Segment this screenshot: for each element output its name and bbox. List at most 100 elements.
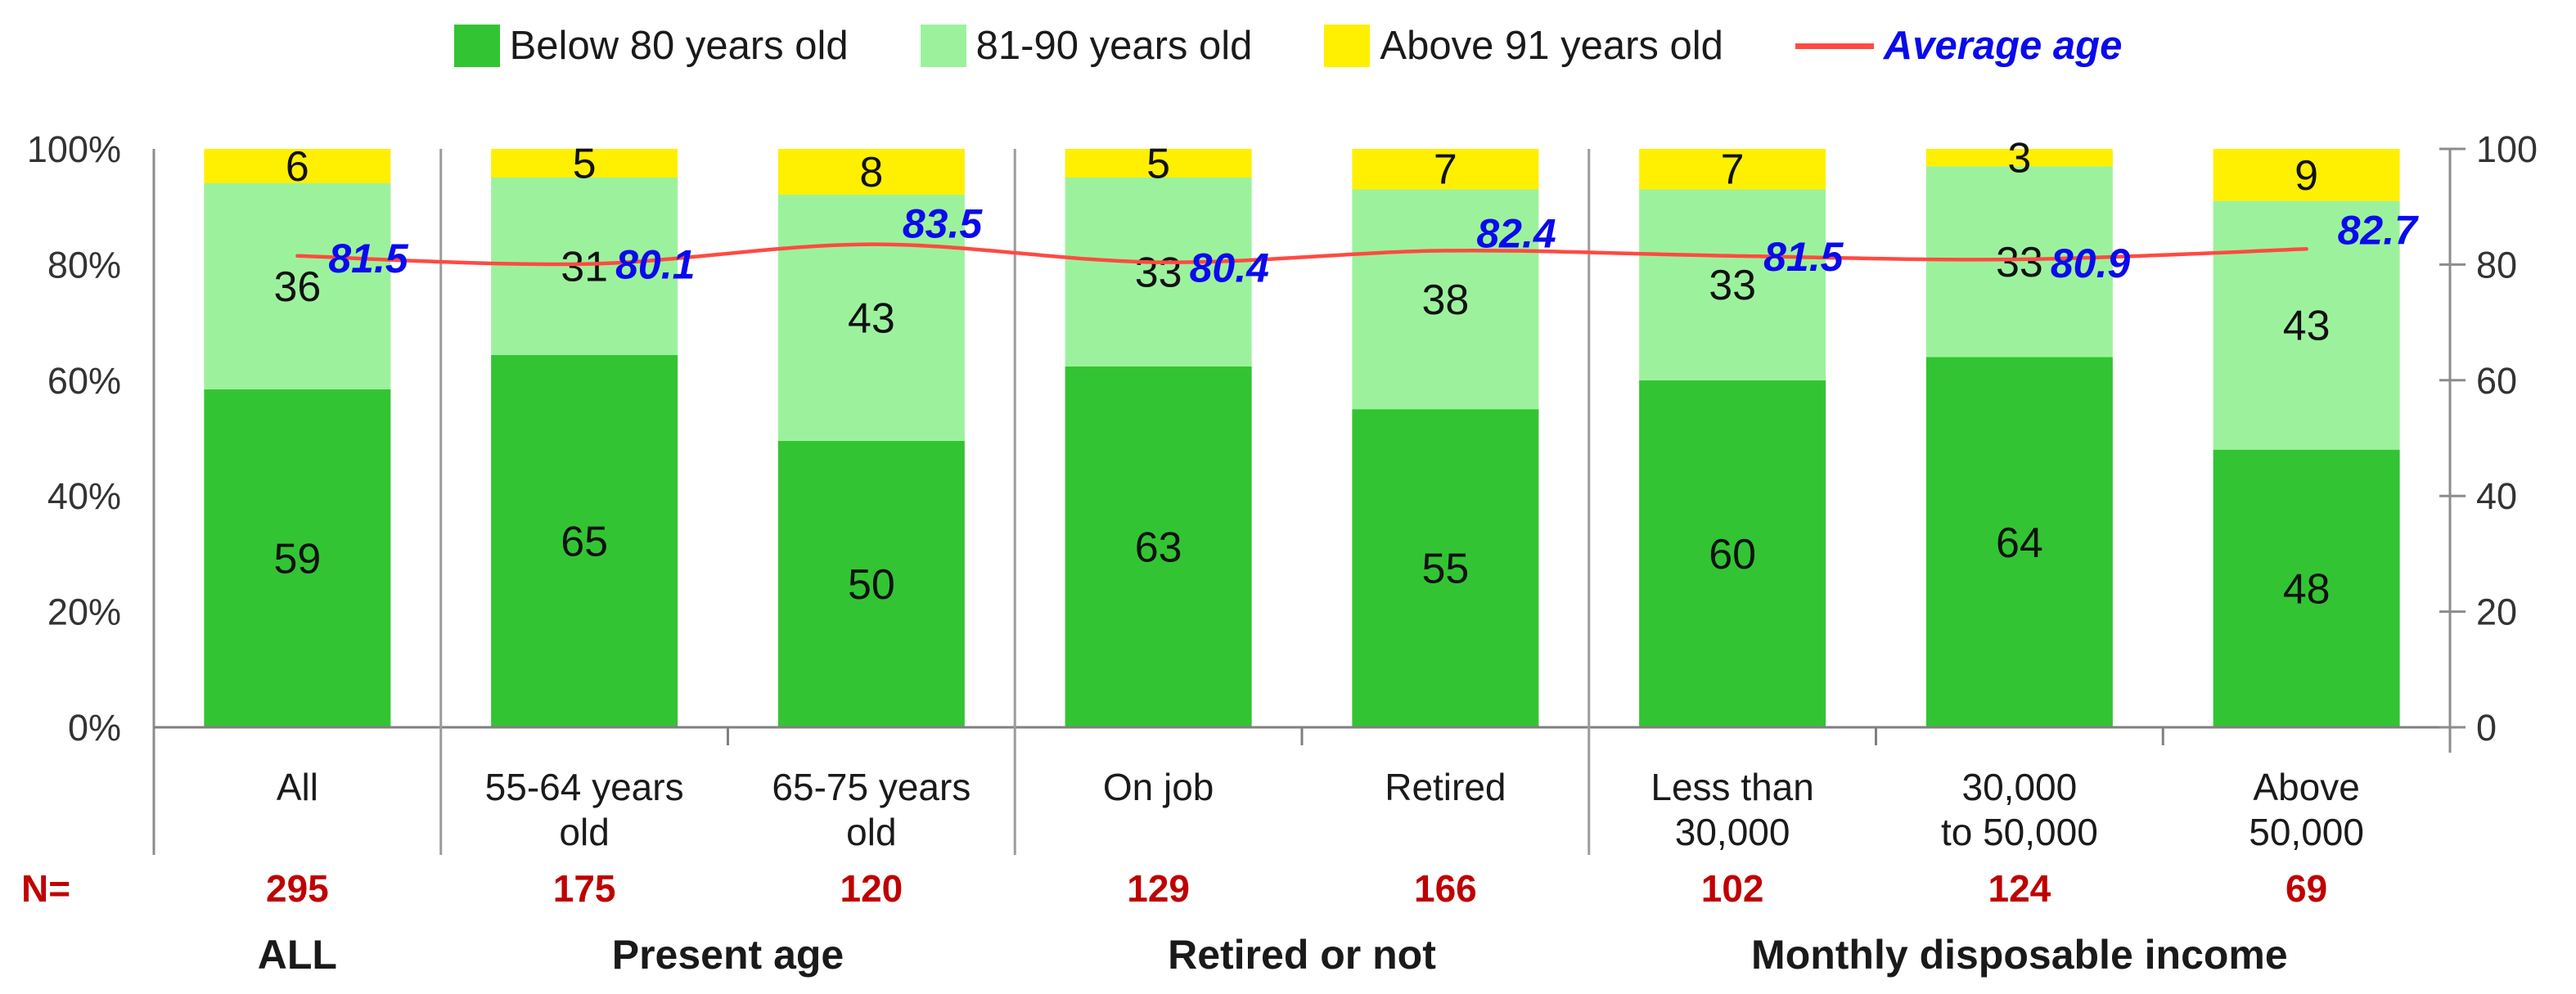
- bar-segment-s0-c3: [1065, 367, 1252, 727]
- bar-segment-s0-c4: [1352, 409, 1539, 727]
- bar-segment-s2-c7: [2213, 149, 2400, 201]
- group-label-3: Monthly disposable income: [1751, 932, 2288, 978]
- n-value-4: 166: [1414, 867, 1477, 910]
- bar-value-label-s2-c2: 8: [859, 149, 883, 196]
- average-age-label-6: 80.9: [2051, 241, 2131, 286]
- left-axis-label-60%: 60%: [47, 360, 121, 402]
- bar-segment-s2-c4: [1352, 149, 1539, 190]
- bar-value-label-s2-c0: 6: [286, 143, 309, 191]
- bar-segment-s1-c7: [2213, 200, 2400, 450]
- category-label-5-line1: 30,000: [1675, 811, 1790, 853]
- legend-item-0: Below 80 years old: [453, 23, 849, 69]
- category-label-6-line1: to 50,000: [1941, 811, 2098, 853]
- bar-value-label-s0-c2: 50: [848, 561, 895, 609]
- bar-segment-s1-c1: [491, 178, 678, 355]
- bar-segment-s1-c6: [1925, 166, 2113, 358]
- n-value-5: 102: [1701, 867, 1764, 910]
- category-label-7-line0: Above: [2253, 766, 2359, 808]
- bar-segment-s2-c6: [1925, 149, 2113, 167]
- bar-segment-s0-c7: [2213, 449, 2400, 727]
- bar-value-label-s1-c4: 38: [1421, 277, 1469, 324]
- bar-segment-s0-c0: [204, 389, 391, 727]
- bar-value-label-s2-c1: 5: [573, 141, 597, 188]
- bar-segment-s0-c1: [491, 355, 678, 727]
- right-axis-label-60: 60: [2476, 360, 2517, 402]
- category-label-0-line0: All: [277, 766, 318, 808]
- right-axis-label-80: 80: [2476, 244, 2517, 286]
- bar-segment-s2-c2: [777, 149, 965, 195]
- average-age-label-4: 82.4: [1476, 210, 1556, 256]
- bar-value-label-s0-c4: 55: [1421, 546, 1469, 593]
- legend-swatch-icon: [920, 25, 966, 67]
- average-age-label-3: 80.4: [1190, 245, 1269, 291]
- legend-label-2: Above 91 years old: [1380, 24, 1723, 68]
- bar-value-label-s1-c7: 43: [2283, 303, 2331, 350]
- left-axis-label-100%: 100%: [27, 128, 121, 170]
- bar-value-label-s0-c1: 65: [561, 519, 608, 566]
- legend-item-3: Average age: [1795, 23, 2122, 69]
- bar-segment-s0-c6: [1925, 357, 2113, 727]
- bar-segment-s2-c0: [204, 149, 391, 183]
- category-label-5-line0: Less than: [1651, 766, 1813, 808]
- group-label-0: ALL: [258, 932, 337, 978]
- category-label-1-line1: old: [559, 811, 609, 853]
- average-age-label-1: 80.1: [615, 242, 695, 288]
- n-value-7: 69: [2286, 867, 2327, 910]
- bar-value-label-s0-c0: 59: [273, 536, 321, 583]
- chart-legend: Below 80 years old 81-90 years old Above 9…: [0, 11, 2576, 80]
- bar-value-label-s0-c3: 63: [1135, 524, 1182, 572]
- bar-value-label-s1-c5: 33: [1709, 262, 1756, 309]
- bar-value-label-s2-c4: 7: [1434, 146, 1457, 194]
- bar-segment-s2-c5: [1639, 149, 1826, 190]
- left-axis-label-40%: 40%: [47, 475, 121, 517]
- n-value-2: 120: [840, 867, 903, 910]
- n-value-6: 124: [1988, 867, 2051, 910]
- bar-segment-s1-c2: [777, 195, 965, 441]
- legend-swatch-icon: [453, 25, 500, 67]
- right-axis-label-40: 40: [2476, 475, 2517, 517]
- average-age-line: [295, 242, 2308, 267]
- bar-value-label-s0-c6: 64: [1996, 519, 2043, 567]
- right-axis-label-20: 20: [2476, 591, 2517, 633]
- category-label-6-line0: 30,000: [1962, 766, 2078, 808]
- bar-value-label-s1-c3: 33: [1135, 250, 1182, 297]
- group-label-2: Retired or not: [1168, 932, 1436, 978]
- group-label-1: Present age: [612, 932, 844, 978]
- bar-value-label-s0-c5: 60: [1709, 531, 1756, 578]
- bar-value-label-s2-c3: 5: [1146, 141, 1170, 188]
- legend-item-1: 81-90 years old: [920, 23, 1253, 69]
- average-age-label-2: 83.5: [903, 201, 984, 247]
- average-age-label-0: 81.5: [328, 236, 409, 281]
- right-axis-label-0: 0: [2476, 707, 2497, 749]
- legend-label-1: 81-90 years old: [975, 24, 1253, 68]
- bar-segment-s2-c3: [1065, 149, 1252, 178]
- bar-segment-s1-c3: [1065, 178, 1252, 367]
- n-row-label: N=: [21, 867, 70, 910]
- bar-value-label-s2-c5: 7: [1721, 146, 1745, 194]
- legend-line-icon: [1795, 43, 1874, 49]
- category-label-2-line1: old: [846, 811, 896, 853]
- legend-label-3: Average age: [1883, 24, 2123, 68]
- bar-segment-s0-c2: [777, 441, 965, 727]
- legend-swatch-icon: [1324, 25, 1371, 67]
- legend-label-0: Below 80 years old: [509, 24, 849, 68]
- n-value-0: 295: [266, 867, 329, 910]
- left-axis-label-20%: 20%: [47, 591, 121, 633]
- bar-segment-s1-c0: [204, 183, 391, 389]
- bar-value-label-s2-c6: 3: [2007, 135, 2031, 182]
- average-age-label-5: 81.5: [1763, 234, 1844, 280]
- bar-segment-s2-c1: [491, 149, 678, 178]
- bar-value-label-s1-c0: 36: [273, 263, 321, 311]
- bar-value-label-s1-c6: 33: [1996, 239, 2043, 286]
- bar-value-label-s0-c7: 48: [2283, 565, 2331, 613]
- right-axis-label-100: 100: [2476, 128, 2538, 170]
- average-age-label-7: 82.7: [2338, 207, 2420, 253]
- legend-item-2: Above 91 years old: [1324, 23, 1723, 69]
- category-label-3-line0: On job: [1103, 766, 1214, 808]
- bar-segment-s1-c4: [1352, 189, 1539, 410]
- bar-segment-s1-c5: [1639, 189, 1826, 380]
- category-label-7-line1: 50,000: [2249, 811, 2364, 853]
- n-value-3: 129: [1127, 867, 1190, 910]
